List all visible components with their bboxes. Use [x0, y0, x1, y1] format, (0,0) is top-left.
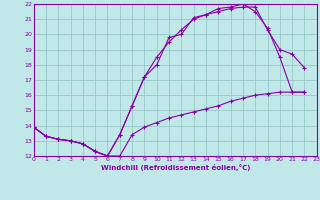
X-axis label: Windchill (Refroidissement éolien,°C): Windchill (Refroidissement éolien,°C) — [100, 164, 250, 171]
